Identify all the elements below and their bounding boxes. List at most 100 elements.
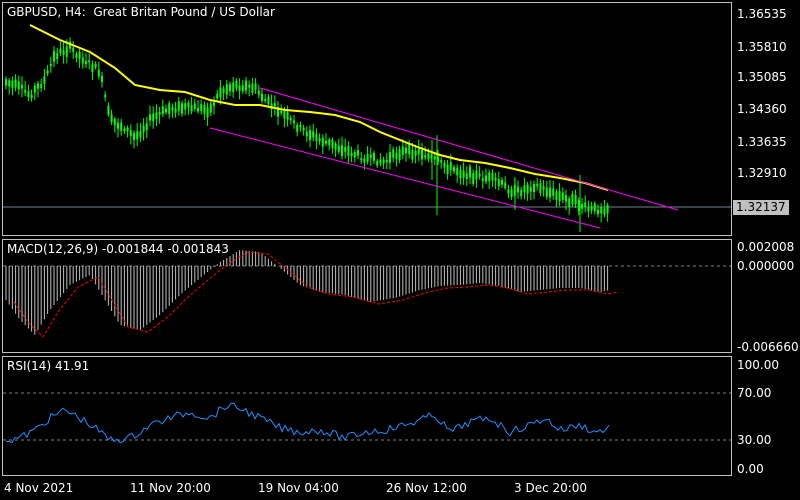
candle-body (459, 169, 462, 179)
candle-body (197, 108, 199, 112)
candle-body (293, 120, 295, 123)
price-axis-label: 1.34360 (737, 102, 787, 116)
candle-body (523, 185, 526, 193)
candle-body (427, 153, 430, 160)
candle-body (389, 152, 391, 163)
candle-body (165, 108, 167, 113)
candle-body (366, 154, 369, 162)
candle-body (481, 178, 484, 182)
candle-body (552, 188, 555, 196)
candle-body (248, 85, 251, 88)
candle-body (565, 195, 567, 202)
candle-body (283, 110, 286, 119)
candle-body (56, 53, 59, 59)
candle-body (353, 152, 356, 158)
candle-body (203, 104, 206, 114)
candle-body (603, 208, 606, 215)
candle-body (168, 103, 171, 114)
candle-body (235, 80, 238, 89)
candle-body (257, 90, 260, 95)
rsi-indicator-pane[interactable]: RSI(14) 41.91 (2, 356, 732, 476)
candle-body (392, 149, 395, 158)
candle-body (88, 60, 91, 63)
candle-body (533, 183, 535, 193)
candle-body (101, 75, 103, 83)
time-axis-label: 26 Nov 12:00 (386, 481, 467, 495)
candle-body (193, 103, 196, 110)
candle-body (577, 200, 580, 211)
candle-body (139, 131, 142, 138)
current-price-tag: 1.32137 (733, 200, 789, 215)
price-chart-pane[interactable]: GBPUSD, H4: Great Britan Pound / US Doll… (2, 2, 732, 236)
candle-body (21, 84, 23, 89)
time-axis-label: 19 Nov 04:00 (258, 481, 339, 495)
candle-body (488, 172, 491, 182)
candle-body (510, 189, 513, 197)
candle-body (446, 164, 449, 175)
candle-body (341, 145, 343, 156)
candle-body (462, 170, 465, 178)
candle-body (113, 118, 116, 126)
candle-body (104, 94, 107, 98)
moving-average-line (29, 24, 609, 191)
candle-body (309, 130, 311, 141)
rsi-line (5, 402, 610, 444)
candle-body (110, 114, 113, 123)
candle-body (497, 179, 500, 187)
candle-body (91, 64, 94, 73)
candle-body (382, 159, 385, 164)
candle-body (72, 47, 75, 52)
candle-body (421, 149, 423, 160)
candle-body (30, 94, 33, 99)
candle-body (27, 91, 30, 98)
macd-title: MACD(12,26,9) -0.001844 -0.001843 (7, 242, 229, 256)
candle-body (286, 112, 289, 120)
candle-body (94, 63, 97, 68)
candle-body (49, 63, 52, 67)
candle-body (606, 205, 609, 214)
candle-body (472, 173, 475, 184)
candle-body (97, 69, 100, 77)
candle-body (414, 150, 417, 156)
macd-indicator-pane[interactable]: MACD(12,26,9) -0.001844 -0.001843 (2, 239, 732, 353)
candle-body (171, 107, 174, 111)
candle-body (549, 187, 551, 198)
candle-body (225, 84, 228, 95)
candle-body (53, 51, 55, 62)
candle-body (373, 152, 375, 161)
candle-body (229, 84, 231, 92)
candle-body (251, 83, 254, 93)
candle-body (296, 125, 299, 132)
candle-body (238, 85, 241, 91)
candle-body (581, 204, 583, 209)
candle-body (350, 152, 353, 157)
candle-body (542, 186, 545, 190)
candle-body (145, 123, 148, 131)
candle-body (8, 80, 11, 87)
macd-axis-label: 0.002008 (737, 240, 795, 254)
candle-body (17, 81, 20, 90)
candle-body (46, 70, 49, 74)
candle-body (273, 103, 276, 107)
candle-body (385, 160, 388, 163)
candle-body (177, 101, 180, 111)
candle-body (209, 103, 212, 113)
candle-body (469, 166, 471, 178)
candle-body (184, 103, 187, 110)
candle-body (302, 127, 305, 131)
candle-body (206, 107, 209, 118)
candle-body (133, 133, 135, 140)
candle-body (395, 152, 398, 160)
candle-body (545, 187, 548, 197)
candle-body (232, 82, 235, 93)
candle-body (328, 139, 331, 146)
candle-body (449, 162, 452, 171)
time-axis-label: 11 Nov 20:00 (130, 481, 211, 495)
candle-body (424, 155, 427, 158)
candle-body (568, 198, 571, 207)
candle-body (264, 99, 267, 102)
candle-body (465, 173, 468, 179)
candle-body (152, 113, 155, 122)
candle-body (149, 114, 151, 121)
